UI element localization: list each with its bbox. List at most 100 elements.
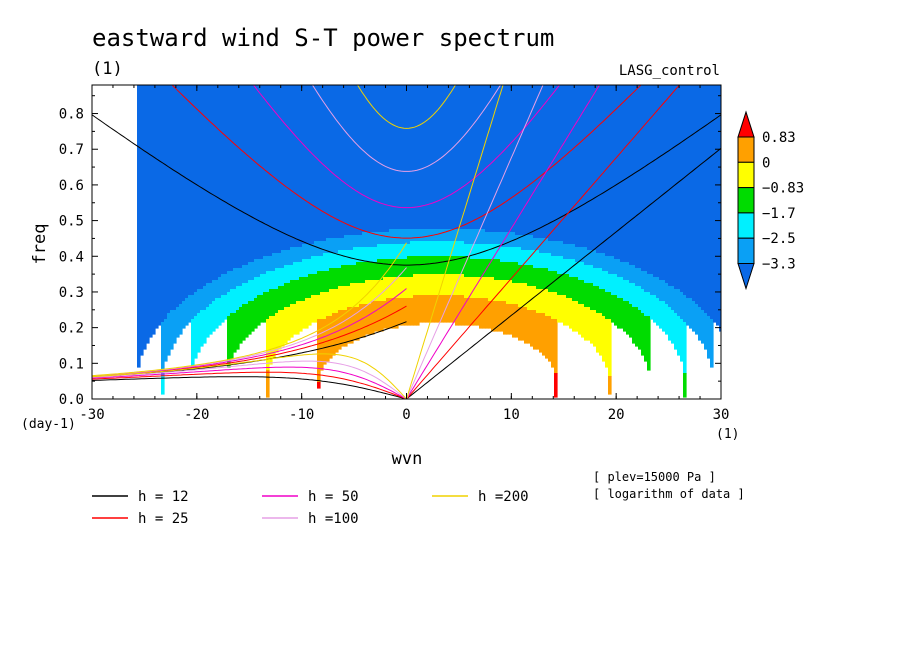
field-cell (596, 313, 600, 353)
field-cell (248, 301, 252, 335)
field-cell (389, 298, 393, 329)
field-cell (335, 85, 339, 239)
field-cell (593, 268, 597, 287)
field-cell (362, 85, 366, 233)
field-cell (491, 244, 495, 260)
field-cell (281, 250, 285, 269)
field-cell (272, 253, 276, 272)
field-cell (590, 265, 594, 284)
field-cell (527, 265, 531, 287)
field-cell (464, 277, 468, 299)
field-cell (248, 85, 252, 263)
field-cell (368, 85, 372, 233)
field-cell (503, 85, 507, 233)
field-cell (584, 283, 588, 308)
field-cell (359, 235, 363, 248)
field-cell (356, 283, 360, 308)
field-cell (623, 280, 627, 302)
field-cell (548, 316, 552, 362)
field-cell (713, 85, 717, 323)
field-cell (416, 256, 420, 275)
field-cell (470, 298, 474, 326)
field-cell (395, 298, 399, 329)
field-cell (419, 256, 423, 275)
field-cell (317, 382, 321, 389)
field-cell (407, 298, 411, 326)
field-cell (554, 271, 558, 293)
field-cell (356, 235, 360, 248)
field-cell (479, 259, 483, 278)
field-cell (206, 283, 210, 308)
field-cell (503, 247, 507, 263)
field-cell (320, 256, 324, 272)
field-cell (674, 313, 678, 350)
field-cell (410, 277, 414, 299)
field-cell (341, 265, 345, 287)
field-cell (236, 310, 240, 350)
field-cell (260, 259, 264, 275)
field-cell (335, 289, 339, 314)
field-cell (425, 274, 429, 296)
field-cell (545, 316, 549, 359)
field-cell (452, 256, 456, 275)
field-cell (617, 259, 621, 278)
x-axis-label: wvn (392, 449, 423, 469)
field-cell (506, 262, 510, 281)
field-cell (668, 85, 672, 287)
field-cell (668, 307, 672, 341)
field-cell (671, 286, 675, 311)
field-cell (467, 229, 471, 245)
field-cell (302, 85, 306, 245)
field-cell (455, 274, 459, 296)
field-cell (458, 256, 462, 275)
field-cell (539, 253, 543, 269)
field-cell (371, 262, 375, 281)
field-cell (644, 292, 648, 317)
field-cell (350, 283, 354, 308)
field-cell (548, 271, 552, 293)
field-cell (512, 283, 516, 305)
field-cell (266, 256, 270, 272)
field-cell (311, 244, 315, 257)
field-cell (251, 262, 255, 281)
colorbar-top-arrow (737, 110, 755, 138)
field-cell (563, 259, 567, 275)
field-cell (605, 292, 609, 320)
field-cell (335, 253, 339, 269)
curve-line (311, 85, 502, 172)
field-cell (401, 229, 405, 245)
field-cell (353, 235, 357, 248)
field-cell (359, 283, 363, 305)
field-cell (587, 265, 591, 284)
field-cell (551, 292, 555, 320)
field-cell (380, 280, 384, 302)
field-cell (575, 247, 579, 263)
field-cell (290, 304, 294, 338)
field-cell (428, 256, 432, 275)
field-cell (257, 277, 261, 296)
field-cell (653, 295, 657, 323)
field-cell (560, 274, 564, 296)
field-cell (347, 85, 351, 236)
curve-line (406, 85, 544, 399)
field-cell (215, 280, 219, 299)
field-cell (557, 85, 561, 242)
field-cell (632, 283, 636, 308)
field-cell (218, 85, 222, 278)
field-cell (533, 250, 537, 269)
curve-line (92, 366, 407, 399)
field-cell (521, 85, 525, 236)
field-cell (236, 286, 240, 311)
x-axis-unit: (1) (716, 427, 739, 442)
field-cell (593, 286, 597, 311)
field-cell (371, 280, 375, 302)
field-cell (539, 85, 543, 239)
field-cell (602, 289, 606, 317)
field-cell (650, 295, 654, 320)
field-cell (542, 253, 546, 269)
field-cell (542, 85, 546, 239)
field-cell (404, 277, 408, 299)
field-cell (248, 262, 252, 281)
field-cell (560, 295, 564, 323)
field-cell (194, 316, 198, 359)
